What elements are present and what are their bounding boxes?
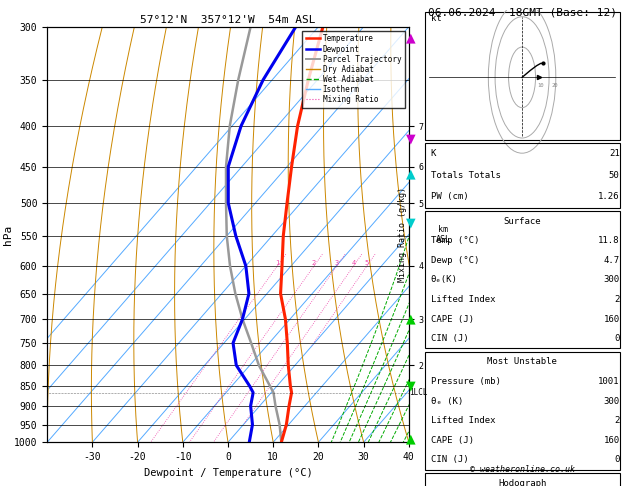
Text: 0: 0 bbox=[615, 334, 620, 343]
Bar bbox=[425, 473, 620, 486]
Text: Surface: Surface bbox=[503, 217, 541, 226]
Y-axis label: km
ASL: km ASL bbox=[435, 225, 450, 244]
Text: ▲: ▲ bbox=[406, 168, 416, 181]
Text: 2: 2 bbox=[615, 295, 620, 304]
Text: Most Unstable: Most Unstable bbox=[487, 358, 557, 366]
Text: 1: 1 bbox=[276, 260, 279, 266]
Text: ▼: ▼ bbox=[406, 380, 416, 393]
Text: θₑ(K): θₑ(K) bbox=[431, 276, 458, 284]
Text: Hodograph: Hodograph bbox=[498, 479, 546, 486]
Text: ▲: ▲ bbox=[406, 432, 416, 445]
Text: 3: 3 bbox=[335, 260, 339, 266]
Text: CAPE (J): CAPE (J) bbox=[431, 436, 474, 445]
Text: 4.7: 4.7 bbox=[603, 256, 620, 265]
Text: kt: kt bbox=[431, 15, 442, 23]
Text: 50: 50 bbox=[609, 171, 620, 180]
Text: 1LCL: 1LCL bbox=[409, 388, 427, 397]
Text: Mixing Ratio (g/kg): Mixing Ratio (g/kg) bbox=[398, 187, 407, 282]
Text: Temp (°C): Temp (°C) bbox=[431, 236, 479, 245]
Text: © weatheronline.co.uk: © weatheronline.co.uk bbox=[470, 465, 574, 474]
Text: 10: 10 bbox=[538, 83, 544, 87]
Text: 21: 21 bbox=[609, 149, 620, 158]
Legend: Temperature, Dewpoint, Parcel Trajectory, Dry Adiabat, Wet Adiabat, Isotherm, Mi: Temperature, Dewpoint, Parcel Trajectory… bbox=[302, 31, 405, 108]
Text: 160: 160 bbox=[603, 436, 620, 445]
Text: CIN (J): CIN (J) bbox=[431, 455, 469, 465]
Text: 1001: 1001 bbox=[598, 377, 620, 386]
Text: K: K bbox=[431, 149, 436, 158]
Bar bbox=[425, 211, 620, 348]
Y-axis label: hPa: hPa bbox=[3, 225, 13, 244]
Text: ▼: ▼ bbox=[406, 217, 416, 230]
Text: 06.06.2024  18GMT (Base: 12): 06.06.2024 18GMT (Base: 12) bbox=[428, 7, 616, 17]
Text: 0: 0 bbox=[615, 455, 620, 465]
Text: CAPE (J): CAPE (J) bbox=[431, 314, 474, 324]
Text: θₑ (K): θₑ (K) bbox=[431, 397, 463, 406]
Title: 57°12'N  357°12'W  54m ASL: 57°12'N 357°12'W 54m ASL bbox=[140, 15, 316, 25]
Text: Lifted Index: Lifted Index bbox=[431, 417, 495, 425]
Text: ▲: ▲ bbox=[406, 312, 416, 326]
Text: 1.26: 1.26 bbox=[598, 192, 620, 201]
Text: ▲: ▲ bbox=[406, 32, 416, 45]
Text: 20: 20 bbox=[551, 83, 558, 87]
Text: 5: 5 bbox=[365, 260, 369, 266]
Bar bbox=[425, 352, 620, 470]
Text: 2: 2 bbox=[615, 417, 620, 425]
Text: Pressure (mb): Pressure (mb) bbox=[431, 377, 501, 386]
Bar bbox=[425, 12, 620, 140]
Text: 11.8: 11.8 bbox=[598, 236, 620, 245]
Text: CIN (J): CIN (J) bbox=[431, 334, 469, 343]
X-axis label: Dewpoint / Temperature (°C): Dewpoint / Temperature (°C) bbox=[143, 468, 313, 478]
Text: 300: 300 bbox=[603, 276, 620, 284]
Text: Dewp (°C): Dewp (°C) bbox=[431, 256, 479, 265]
Text: ▼: ▼ bbox=[406, 132, 416, 145]
Text: Totals Totals: Totals Totals bbox=[431, 171, 501, 180]
Text: Lifted Index: Lifted Index bbox=[431, 295, 495, 304]
Text: PW (cm): PW (cm) bbox=[431, 192, 469, 201]
Text: 160: 160 bbox=[603, 314, 620, 324]
Text: 4: 4 bbox=[352, 260, 355, 266]
Text: 300: 300 bbox=[603, 397, 620, 406]
Bar bbox=[425, 143, 620, 208]
Text: 2: 2 bbox=[312, 260, 316, 266]
